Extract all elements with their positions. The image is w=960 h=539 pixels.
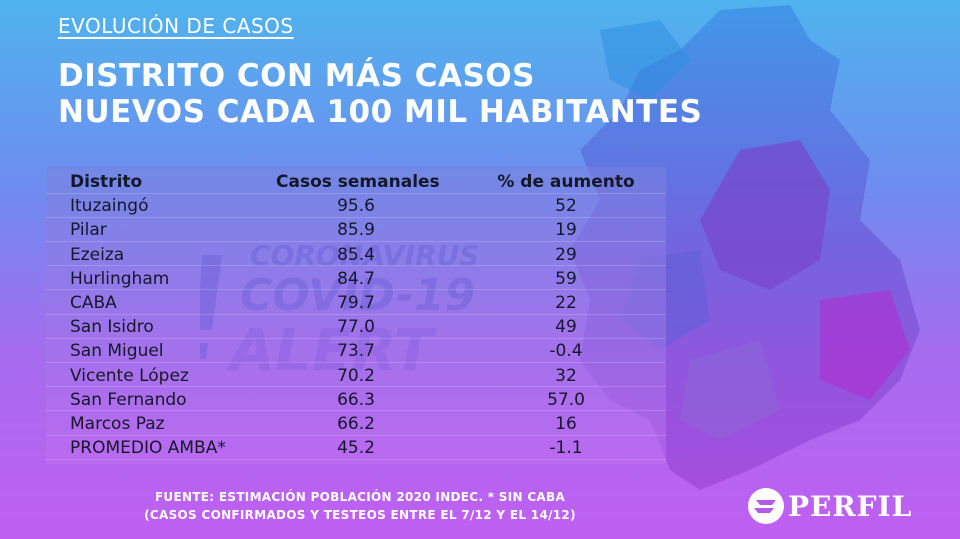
weekly-cases-cell: 85.9	[337, 220, 375, 241]
weekly-cases-cell: 70.2	[337, 365, 375, 386]
column-header: Distrito	[70, 172, 143, 192]
increase-pct-cell: 59	[555, 268, 577, 289]
increase-pct-cell: 32	[555, 365, 577, 386]
table-row: San Miguel 73.7 -0.4	[46, 339, 666, 363]
column-header: % de aumento	[497, 172, 635, 192]
table-row: Vicente López 70.2 32	[46, 364, 666, 388]
district-cell: Hurlingham	[70, 268, 170, 289]
section-kicker: EVOLUCIÓN DE CASOS	[58, 14, 294, 38]
table-row: Ezeiza 85.4 29	[46, 243, 666, 267]
table-row: CABA 79.7 22	[46, 291, 666, 315]
increase-pct-cell: 49	[555, 317, 577, 338]
weekly-cases-cell: 79.7	[337, 293, 375, 313]
weekly-cases-cell: 84.7	[337, 268, 375, 289]
table-row: Hurlingham 84.7 59	[46, 267, 666, 291]
weekly-cases-cell: 45.2	[337, 438, 375, 459]
table-row: San Isidro 77.0 49	[46, 315, 666, 339]
increase-pct-cell: 29	[555, 244, 577, 265]
footnote-line-2: (CASOS CONFIRMADOS Y TESTEOS ENTRE EL 7/…	[144, 508, 576, 522]
district-cell: Pilar	[70, 220, 107, 241]
district-cell: Ezeiza	[70, 244, 125, 265]
increase-pct-cell: -0.4	[549, 341, 583, 362]
table-row: Pilar 85.9 19	[46, 218, 666, 242]
weekly-cases-cell: 95.6	[337, 196, 375, 217]
weekly-cases-cell: 77.0	[337, 317, 375, 338]
perfil-logo-icon	[748, 488, 784, 524]
title-line-1: DISTRITO CON MÁS CASOS	[58, 58, 535, 94]
column-header: Casos semanales	[276, 172, 440, 192]
increase-pct-cell: 57.0	[547, 389, 585, 410]
increase-pct-cell: 52	[555, 196, 577, 217]
increase-pct-cell: 22	[555, 293, 577, 313]
district-cell: San Isidro	[70, 317, 154, 338]
table-row: Ituzaingó 95.6 52	[46, 194, 666, 218]
district-cell: San Miguel	[70, 341, 164, 362]
district-cell: CABA	[70, 293, 117, 313]
page-title: DISTRITO CON MÁS CASOS NUEVOS CADA 100 M…	[58, 58, 738, 130]
district-cell: Ituzaingó	[70, 196, 149, 217]
table-header-row: Distrito Casos semanales % de aumento	[46, 170, 666, 194]
district-cell: Vicente López	[70, 365, 189, 386]
footnote-line-1: FUENTE: ESTIMACIÓN POBLACIÓN 2020 INDEC.…	[154, 490, 566, 504]
increase-pct-cell: -1.1	[549, 438, 583, 459]
district-cell: PROMEDIO AMBA*	[70, 438, 226, 459]
source-footnote: FUENTE: ESTIMACIÓN POBLACIÓN 2020 INDEC.…	[140, 488, 580, 524]
table-background	[46, 167, 666, 464]
table-row: Marcos Paz 66.2 16	[46, 412, 666, 436]
table-row: PROMEDIO AMBA* 45.2 -1.1	[46, 436, 666, 460]
weekly-cases-cell: 66.2	[337, 414, 375, 434]
table-row: San Fernando 66.3 57.0	[46, 388, 666, 412]
logo-wordmark: PERFIL	[788, 490, 913, 523]
district-cell: San Fernando	[70, 389, 187, 410]
weekly-cases-cell: 66.3	[337, 389, 375, 410]
increase-pct-cell: 19	[555, 220, 577, 241]
district-cell: Marcos Paz	[70, 414, 165, 434]
title-line-2: NUEVOS CADA 100 MIL HABITANTES	[58, 94, 703, 130]
increase-pct-cell: 16	[555, 414, 577, 434]
perfil-logo: PERFIL	[746, 486, 936, 526]
weekly-cases-cell: 85.4	[337, 244, 375, 265]
weekly-cases-cell: 73.7	[337, 341, 375, 362]
